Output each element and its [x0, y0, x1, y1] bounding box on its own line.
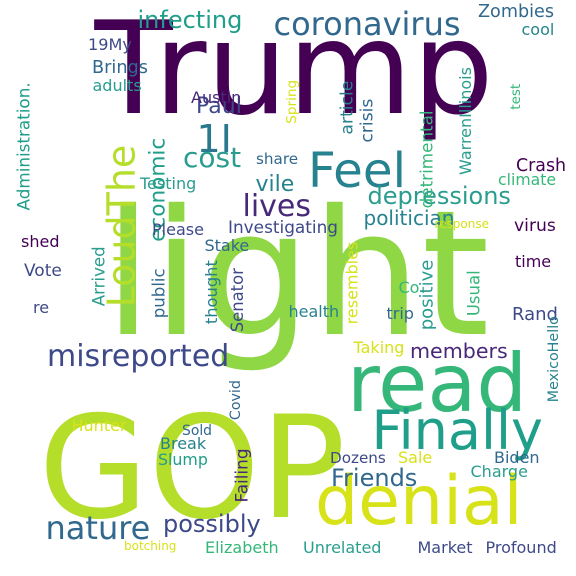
- word-nature: nature: [45, 509, 151, 547]
- word-unrelated: Unrelated: [303, 538, 382, 557]
- word-share: share: [256, 149, 299, 168]
- word-testing: Testing: [140, 174, 197, 193]
- word-stake: Stake: [204, 236, 250, 255]
- word-feel: Feel: [308, 143, 406, 199]
- word-thought: thought: [201, 260, 221, 325]
- word-covid: Covid: [227, 380, 244, 421]
- word-positive: positive: [415, 259, 437, 331]
- word-market: Market: [417, 538, 473, 557]
- word-sale: Sale: [398, 448, 433, 467]
- word-adults: adults: [92, 76, 142, 95]
- word-charge: Charge: [470, 462, 528, 481]
- word-sold: Sold: [182, 423, 212, 439]
- word-dozens: Dozens: [330, 448, 386, 467]
- word-paul: Paul: [196, 94, 242, 119]
- word-1i: 1I: [196, 117, 232, 161]
- word-vote: Vote: [24, 260, 62, 281]
- word-austin: Austin: [191, 88, 242, 107]
- word-re: re: [33, 298, 50, 317]
- word-trump: Trump: [94, 0, 494, 144]
- word-spring: Spring: [284, 79, 301, 124]
- word-trip: trip: [386, 304, 414, 323]
- word-slump: Slump: [158, 450, 208, 469]
- word-shed: shed: [21, 232, 60, 251]
- word-detrimental: detrimental: [416, 109, 437, 208]
- word-profound: Profound: [485, 538, 557, 557]
- word-elizabeth: Elizabeth: [205, 538, 279, 557]
- word-19my: 19My: [88, 35, 132, 54]
- word-crash: Crash: [516, 155, 567, 176]
- word-taking: Taking: [353, 338, 405, 357]
- word-gop: GOP: [38, 386, 346, 551]
- word-usual: Usual: [464, 269, 484, 316]
- word-denial: denial: [315, 462, 523, 541]
- word-cost: cost: [183, 141, 242, 174]
- word-misreported: misreported: [47, 339, 230, 374]
- word-time: time: [515, 252, 552, 271]
- word-failing: Failing: [231, 447, 252, 502]
- word-zombies: Zombies: [478, 2, 555, 22]
- word-possibly: possibly: [163, 510, 261, 538]
- word-health: health: [288, 302, 340, 321]
- word-virus: virus: [514, 215, 556, 236]
- word-politician: politician: [363, 206, 455, 230]
- word-resembles: resembles: [341, 241, 361, 325]
- word-friends: Friends: [331, 464, 418, 492]
- word-read: read: [347, 337, 528, 430]
- word-administration: Administration.: [13, 81, 34, 210]
- word-coronavirus: coronavirus: [273, 5, 461, 43]
- word-vile: vile: [255, 172, 295, 197]
- word-cool: cool: [521, 20, 555, 39]
- word-arrived: Arrived: [89, 245, 109, 306]
- word-test: test: [508, 83, 525, 110]
- word-please: Please: [152, 220, 204, 239]
- word-infecting: infecting: [137, 6, 243, 34]
- word-light: light: [104, 173, 490, 376]
- word-lives: lives: [242, 189, 312, 224]
- word-brings: Brings: [92, 58, 148, 78]
- word-finally: Finally: [371, 399, 543, 462]
- word-rand: Rand: [512, 304, 558, 325]
- word-depressions: depressions: [367, 182, 511, 210]
- word-botching: botching: [124, 539, 177, 553]
- word-response: response: [434, 217, 490, 231]
- word-break: Break: [160, 434, 207, 453]
- word-article: article: [337, 80, 358, 135]
- word-co: Co: [398, 278, 420, 297]
- word-public: public: [149, 267, 169, 318]
- word-climate: climate: [498, 170, 557, 189]
- word-hunter: Hunter: [71, 416, 127, 435]
- word-investigating: Investigating: [228, 216, 339, 237]
- word-biden: Biden: [494, 448, 540, 467]
- word-members: members: [410, 338, 508, 363]
- word-senator: Senator: [227, 268, 247, 333]
- word-warrenillinois: WarrenIllinois: [455, 67, 475, 175]
- word-mexicohello: MexicoHello: [545, 316, 562, 403]
- word-crisis: crisis: [357, 98, 378, 143]
